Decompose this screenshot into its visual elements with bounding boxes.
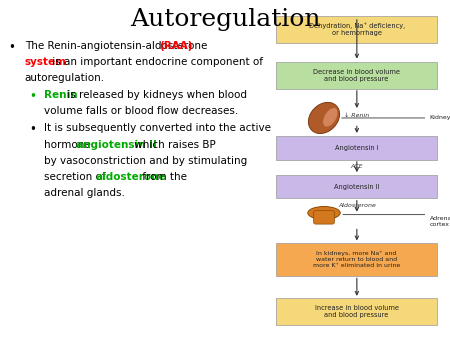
Text: which raises BP: which raises BP: [131, 140, 216, 149]
Ellipse shape: [308, 102, 340, 134]
Text: Kidney: Kidney: [430, 116, 450, 120]
FancyBboxPatch shape: [276, 243, 437, 276]
FancyBboxPatch shape: [276, 136, 437, 160]
FancyBboxPatch shape: [276, 175, 437, 198]
Text: In kidneys, more Na⁺ and
water return to blood and
more K⁺ eliminated in urine: In kidneys, more Na⁺ and water return to…: [313, 251, 400, 268]
Ellipse shape: [323, 107, 338, 127]
Text: volume falls or blood flow decreases.: volume falls or blood flow decreases.: [44, 106, 239, 116]
Text: Renin: Renin: [44, 90, 77, 100]
Text: secretion of: secretion of: [44, 172, 109, 182]
FancyBboxPatch shape: [276, 62, 437, 89]
Text: (RAA): (RAA): [159, 41, 193, 51]
Text: Angiotensin II: Angiotensin II: [334, 184, 379, 190]
Text: autoregulation.: autoregulation.: [25, 73, 105, 83]
Text: adrenal glands.: adrenal glands.: [44, 188, 125, 198]
Text: hormone: hormone: [44, 140, 94, 149]
Text: ACE: ACE: [351, 164, 363, 169]
Text: from the: from the: [139, 172, 187, 182]
Text: aldosterone: aldosterone: [95, 172, 166, 182]
Text: Angiotensin I: Angiotensin I: [335, 145, 378, 151]
Text: by vasoconstriction and by stimulating: by vasoconstriction and by stimulating: [44, 156, 248, 166]
Text: Decrease in blood volume
and blood pressure: Decrease in blood volume and blood press…: [313, 69, 400, 82]
Text: system: system: [25, 57, 67, 67]
Text: Aldosterone: Aldosterone: [338, 203, 376, 208]
Text: Adrenal
cortex: Adrenal cortex: [430, 216, 450, 227]
FancyBboxPatch shape: [276, 16, 437, 43]
Text: •: •: [29, 123, 36, 136]
Ellipse shape: [308, 207, 340, 219]
FancyBboxPatch shape: [314, 211, 334, 224]
Text: is released by kidneys when blood: is released by kidneys when blood: [64, 90, 247, 100]
FancyBboxPatch shape: [276, 298, 437, 325]
Text: Autoregulation: Autoregulation: [130, 8, 320, 31]
Text: Dehydration, Na⁺ deficiency,
or hemorrhage: Dehydration, Na⁺ deficiency, or hemorrha…: [309, 23, 405, 37]
Text: is an important endocrine component of: is an important endocrine component of: [49, 57, 262, 67]
Text: •: •: [8, 41, 15, 53]
Text: Increase in blood volume
and blood pressure: Increase in blood volume and blood press…: [315, 305, 399, 318]
Text: angiotensin II: angiotensin II: [76, 140, 157, 149]
Text: ↓ Renin: ↓ Renin: [344, 113, 369, 118]
Text: The Renin-angiotensin-aldosterone: The Renin-angiotensin-aldosterone: [25, 41, 211, 51]
Text: It is subsequently converted into the active: It is subsequently converted into the ac…: [44, 123, 271, 133]
Text: •: •: [29, 90, 36, 103]
